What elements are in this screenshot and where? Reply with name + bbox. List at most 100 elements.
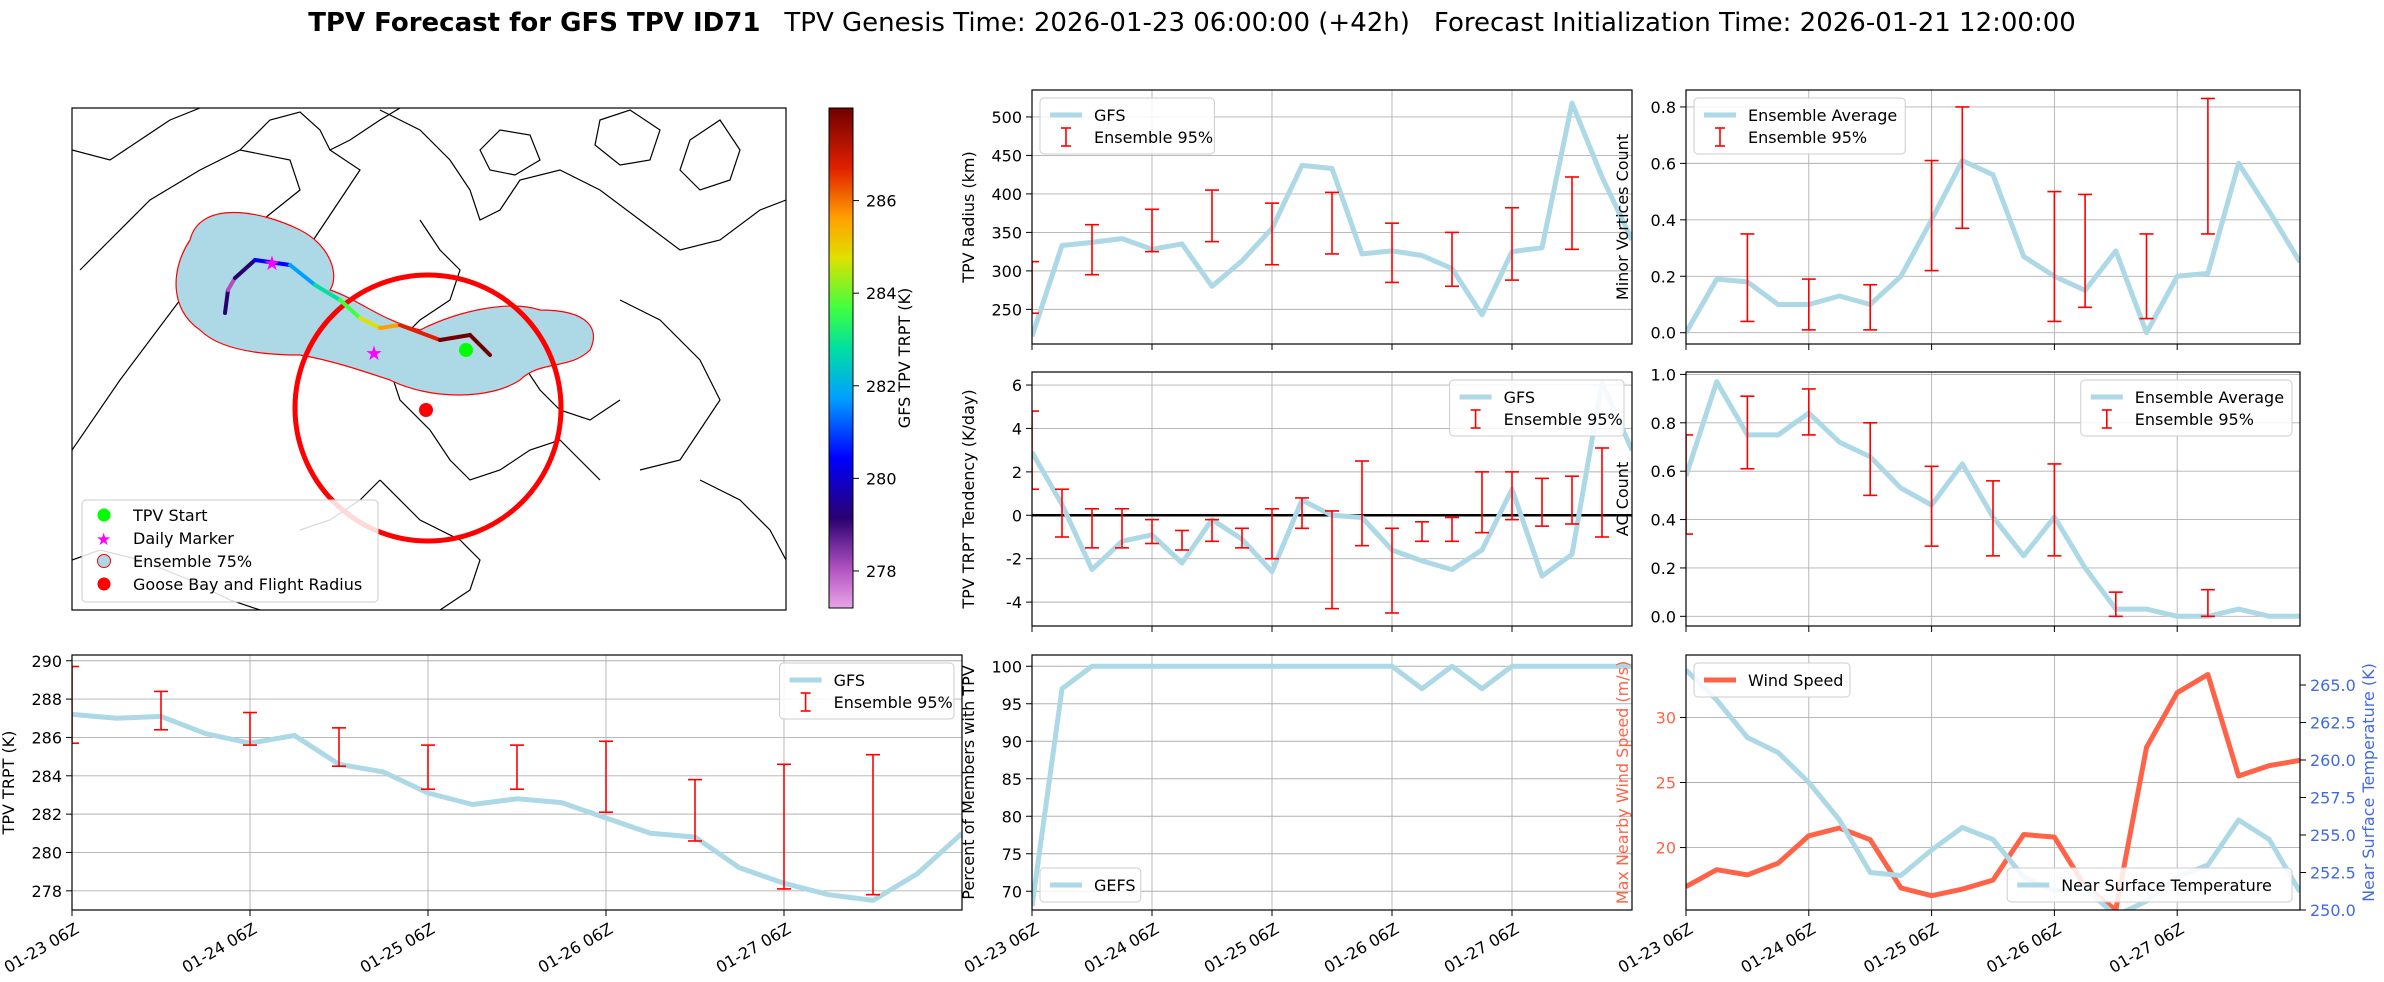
map-content: ★ ★	[72, 108, 786, 610]
errorbar	[1205, 518, 1219, 543]
legend-label: Ensemble 95%	[1094, 128, 1213, 147]
legend-label: GFS	[1504, 388, 1535, 407]
y-tick-label: 0	[1012, 506, 1022, 525]
y-tick-label: 85	[1002, 770, 1022, 789]
x-tick-label: 01-24 06Z	[1738, 919, 1819, 977]
y-axis-label: Minor Vortices Count	[1613, 134, 1632, 300]
errorbar	[1595, 447, 1609, 538]
colorbar-tick-label: 278	[866, 562, 897, 581]
wind-temp-chart: 20 25 30 Max Nearby Wind Speed (m/s) 250.0 25…	[1613, 654, 2378, 977]
y-tick-label: 6	[1012, 376, 1022, 395]
y-tick-label: 0.8	[1651, 98, 1676, 117]
errorbar	[1740, 395, 1755, 470]
minor-vortices-chart: 0.0 0.2 0.4 0.6 0.8 Minor Vortices Count Ensem…	[1613, 89, 2301, 350]
errorbar	[72, 665, 79, 744]
legend-daily-marker-icon: ★	[96, 530, 111, 550]
trpt-chart: 278 280 282 284 286 288 290 TPV TRPT (K) 01-23 0…	[0, 652, 963, 977]
colorbar-label: GFS TPV TRPT (K)	[895, 288, 914, 428]
legend-errorbar-icon	[2101, 409, 2112, 429]
y-tick-label: 30	[1656, 708, 1676, 727]
errorbar	[1415, 520, 1429, 543]
ac-count-chart: 0.0 0.2 0.4 0.6 0.8 1.0 AC Count Ensemble Avera…	[1613, 365, 2301, 632]
y-tick-label: 286	[31, 728, 62, 747]
errorbar	[2047, 463, 2062, 557]
chart-plot-area	[1032, 100, 1632, 338]
radius-chart: 250 300 350 400 450 500 TPV Radius (km) GFS Ense…	[959, 89, 1633, 350]
errorbar	[2047, 190, 2062, 323]
y-right-tick-label: 252.5	[2310, 864, 2356, 883]
errorbar	[688, 778, 702, 842]
errorbar	[1986, 480, 2000, 557]
errorbar	[1145, 518, 1159, 545]
y-tick-label: 100	[991, 657, 1022, 676]
y-tick-label: 284	[31, 767, 62, 786]
legend-label: Ensemble 95%	[834, 693, 953, 712]
goose-bay-marker	[419, 403, 433, 417]
chart-legend-box	[1039, 867, 1142, 903]
y-tick-label: 0.6	[1651, 462, 1676, 481]
title-init: Forecast Initialization Time: 2026-01-21…	[1434, 8, 2076, 38]
errorbar	[1205, 189, 1219, 243]
errorbar	[1740, 233, 1755, 323]
colorbar-ticks: 278 280 282 284 286	[853, 192, 897, 581]
errorbar	[1863, 421, 1878, 497]
members-chart: 70 75 80 85 90 95 100 Percent of Members with T…	[959, 654, 1633, 977]
legend-errorbar-icon	[1470, 409, 1481, 429]
errorbar	[777, 763, 791, 890]
legend-label: Near Surface Temperature	[2061, 876, 2272, 895]
errorbar	[1385, 527, 1399, 614]
errorbar	[1801, 278, 1816, 331]
legend-label: Ensemble 95%	[2135, 410, 2254, 429]
title-genesis: TPV Genesis Time: 2026-01-23 06:00:00 (+…	[783, 8, 1410, 38]
y-tick-label: 278	[31, 882, 62, 901]
chart-frame	[1685, 89, 2301, 345]
errorbar	[510, 744, 524, 791]
y-axis-label: AC Count	[1613, 462, 1632, 536]
legend-tpv-start-label: TPV Start	[132, 506, 208, 525]
x-tick-label: 01-24 06Z	[179, 919, 260, 977]
chart-frame	[71, 654, 963, 911]
legend-errorbar-icon	[800, 692, 811, 712]
y-right-tick-label: 250.0	[2310, 901, 2356, 920]
y-tick-label: 288	[31, 690, 62, 709]
chart-plot-area	[72, 665, 962, 903]
daily-marker-star: ★	[263, 251, 281, 275]
chart-legend-box	[1039, 97, 1215, 155]
errorbar	[1535, 477, 1549, 527]
errorbar	[154, 690, 168, 731]
errorbar	[1325, 191, 1339, 255]
x-tick-label: 01-24 06Z	[1081, 919, 1162, 977]
chart-plot-area	[1032, 380, 1632, 614]
errorbar	[1505, 206, 1519, 281]
x-tick-label: 01-27 06Z	[2106, 919, 2187, 977]
errorbar	[866, 753, 880, 896]
legend-label: Ensemble Average	[2135, 388, 2284, 407]
errorbar	[1295, 497, 1309, 530]
legend-tpv-start-icon	[97, 508, 111, 522]
x-tick-label: 01-25 06Z	[1860, 919, 1941, 977]
y-right-tick-label: 262.5	[2310, 714, 2356, 733]
legend-ensemble75-icon	[97, 554, 111, 568]
y-tick-label: 80	[1002, 807, 1022, 826]
y-tick-label: 350	[991, 223, 1022, 242]
y-tick-label: 0.8	[1651, 414, 1676, 433]
chart-legend-box	[2006, 867, 2293, 903]
y-right-tick-label: 265.0	[2310, 676, 2356, 695]
legend-ensemble75-label: Ensemble 75%	[133, 552, 252, 571]
y-tick-label: 1.0	[1651, 365, 1676, 384]
y-tick-label: -2	[1006, 550, 1022, 569]
errorbar	[1475, 471, 1489, 534]
errorbar	[1565, 475, 1579, 525]
errorbar	[1055, 488, 1069, 538]
errorbar	[1175, 529, 1189, 551]
y-tick-label: 0.0	[1651, 324, 1676, 343]
y-axis-label: TPV Radius (km)	[959, 151, 978, 284]
legend-errorbar-icon	[1715, 127, 1725, 147]
errorbar	[1032, 410, 1039, 491]
tpv-track	[223, 258, 492, 357]
x-tick-label: 01-23 06Z	[1, 919, 82, 977]
chart-plot-area	[1686, 97, 2300, 336]
errorbar	[1032, 260, 1039, 315]
legend-label: Ensemble 95%	[1504, 410, 1623, 429]
legend-errorbar-icon	[1061, 127, 1071, 147]
